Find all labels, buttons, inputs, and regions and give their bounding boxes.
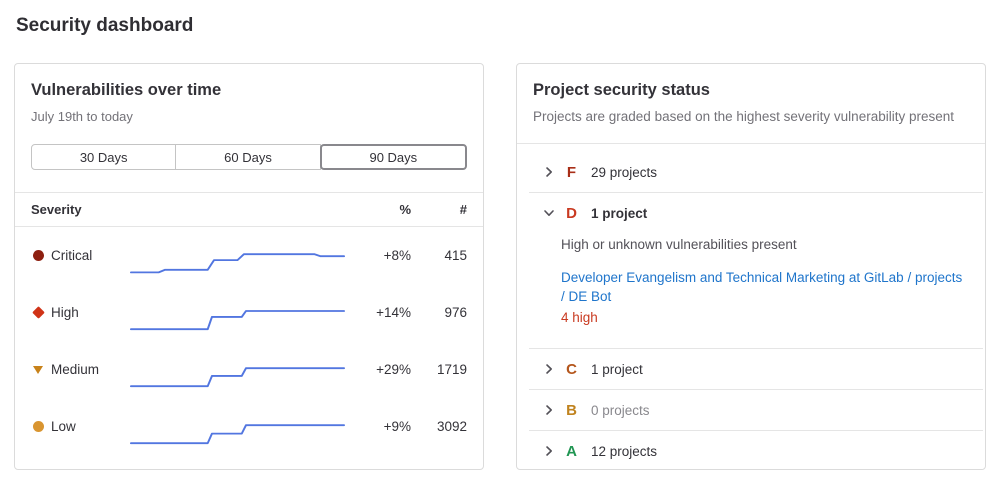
grade-letter-b: B (566, 401, 577, 419)
grade-project-count: 1 project (591, 361, 643, 377)
vulnerabilities-card-title: Vulnerabilities over time (31, 81, 222, 99)
range-button-60-days[interactable]: 60 Days (175, 144, 321, 170)
grade-project-count: 0 projects (591, 402, 650, 418)
severity-medium-icon (31, 365, 45, 374)
high-sparkline-chart (129, 309, 346, 330)
severity-label: Low (51, 419, 76, 434)
percent-change-value: +8% (383, 248, 411, 263)
chevron-right-icon[interactable] (542, 165, 556, 179)
divider (529, 348, 983, 349)
divider (529, 389, 983, 390)
low-sparkline-chart (129, 423, 346, 444)
vulnerability-count: 1719 (436, 362, 467, 377)
critical-sparkline-chart (129, 252, 346, 273)
severity-row-high: High +14% 976 (31, 284, 467, 341)
severity-critical-icon (31, 250, 45, 261)
chevron-right-icon[interactable] (542, 444, 556, 458)
severity-low-icon (31, 421, 45, 432)
time-range-button-group: 30 Days 60 Days 90 Days (31, 144, 467, 170)
grade-row-c[interactable]: C 1 project (529, 349, 983, 389)
grade-d-expanded-content: High or unknown vulnerabilities present … (529, 233, 983, 348)
severity-row-medium: Medium +29% 1719 (31, 341, 467, 398)
grade-project-count: 29 projects (591, 164, 658, 180)
severity-label: High (51, 305, 79, 320)
vulnerability-count: 415 (444, 248, 467, 263)
grade-row-f[interactable]: F 29 projects (529, 152, 983, 192)
range-button-30-days[interactable]: 30 Days (31, 144, 177, 170)
vulnerability-count: 3092 (436, 419, 467, 434)
grade-project-count: 1 project (591, 205, 648, 221)
percent-change-value: +14% (376, 305, 411, 320)
divider (529, 430, 983, 431)
date-range-subtitle: July 19th to today (31, 109, 133, 124)
vulnerability-count: 976 (444, 305, 467, 320)
project-status-card-title: Project security status (533, 81, 710, 99)
severity-column-header: Severity (31, 202, 82, 217)
project-status-card-header: Project security status Projects are gra… (517, 64, 985, 144)
grade-letter-c: C (566, 360, 577, 378)
severity-row-critical: Critical +8% 415 (31, 227, 467, 284)
divider (529, 192, 983, 193)
severity-row-low: Low +9% 3092 (31, 398, 467, 455)
grade-letter-a: A (566, 442, 577, 460)
percent-change-value: +9% (383, 419, 411, 434)
percent-column-header: % (399, 202, 411, 217)
severity-rows: Critical +8% 415 High +14% 976 Medium + (15, 227, 483, 455)
vulnerabilities-card-header: Vulnerabilities over time July 19th to t… (15, 64, 483, 125)
vulnerability-finding-count: 4 high (561, 310, 598, 325)
project-link[interactable]: Developer Evangelism and Technical Marke… (561, 270, 963, 304)
vulnerabilities-over-time-card: Vulnerabilities over time July 19th to t… (14, 63, 484, 470)
severity-label: Critical (51, 248, 93, 263)
grade-letter-f: F (566, 163, 577, 181)
grade-row-a[interactable]: A 12 projects (529, 431, 983, 469)
grade-row-b[interactable]: B 0 projects (529, 390, 983, 430)
chevron-right-icon[interactable] (542, 362, 556, 376)
grade-letter-d: D (566, 204, 577, 222)
grade-row-d[interactable]: D 1 project (529, 193, 983, 233)
chevron-down-icon[interactable] (542, 206, 556, 220)
medium-sparkline-chart (129, 366, 346, 387)
chevron-right-icon[interactable] (542, 403, 556, 417)
panels-row: Vulnerabilities over time July 19th to t… (14, 63, 986, 470)
grade-list: F 29 projects D 1 project High or unknow… (529, 144, 983, 469)
project-security-status-card: Project security status Projects are gra… (516, 63, 986, 470)
severity-table-header: Severity % # (15, 192, 483, 227)
page-title: Security dashboard (16, 15, 194, 36)
severity-high-icon (31, 306, 45, 319)
grade-description: High or unknown vulnerabilities present (561, 237, 797, 252)
percent-change-value: +29% (376, 362, 411, 377)
range-button-90-days[interactable]: 90 Days (319, 144, 467, 170)
project-status-subtitle: Projects are graded based on the highest… (533, 109, 954, 124)
grade-project-count: 12 projects (591, 443, 658, 459)
severity-label: Medium (51, 362, 100, 377)
count-column-header: # (459, 202, 467, 217)
